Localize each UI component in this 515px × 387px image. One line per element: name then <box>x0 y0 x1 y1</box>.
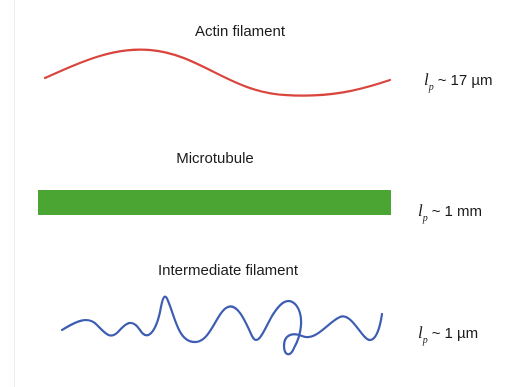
persistence-subscript: p <box>422 335 428 346</box>
microtubule-persistence-value: 1 mm <box>444 203 483 220</box>
persistence-subscript: p <box>428 82 434 93</box>
intermediate-persistence-value: 1 µm <box>444 325 479 342</box>
intermediate-filament-title: Intermediate filament <box>157 262 299 279</box>
persistence-symbol: l <box>424 70 429 89</box>
microtubule-title: Microtubule <box>176 150 254 167</box>
intermediate-filament-curve <box>60 295 384 356</box>
approx-sign: ~ <box>431 203 441 220</box>
actin-filament-title: Actin filament <box>194 23 286 40</box>
actin-filament-curve <box>43 48 392 97</box>
actin-persistence-value: 17 µm <box>450 72 493 89</box>
actin-persistence-length: l p ~ 17 µm <box>424 70 493 93</box>
approx-sign: ~ <box>437 72 447 89</box>
persistence-symbol: l <box>418 323 423 342</box>
microtubule-persistence-length: l p ~ 1 mm <box>418 201 483 224</box>
intermediate-persistence-length: l p ~ 1 µm <box>418 323 479 346</box>
persistence-subscript: p <box>422 213 428 224</box>
approx-sign: ~ <box>431 325 441 342</box>
figure-left-edge <box>14 0 15 387</box>
persistence-symbol: l <box>418 201 423 220</box>
microtubule-rod <box>38 190 391 215</box>
